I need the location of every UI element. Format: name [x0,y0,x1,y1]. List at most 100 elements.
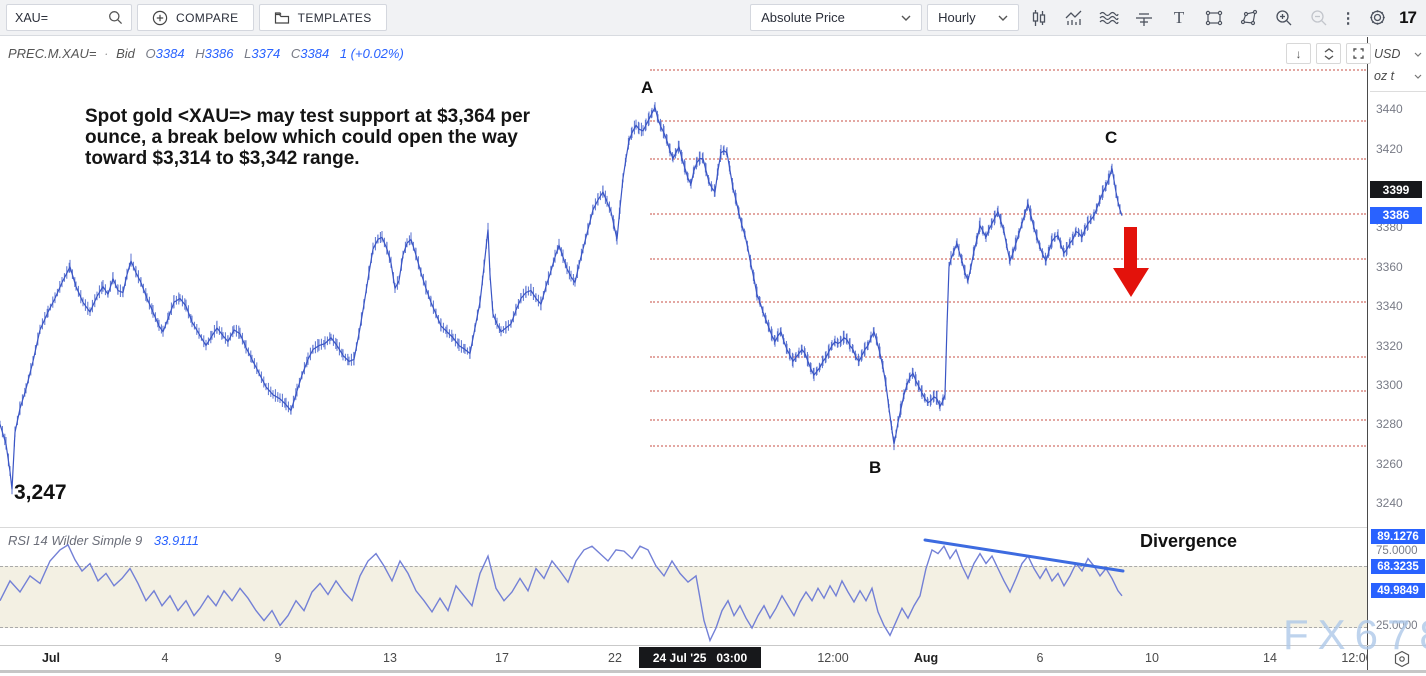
price-mode-select[interactable]: Absolute Price [750,4,923,31]
time-tick-label: 22 [608,651,622,665]
interval-select[interactable]: Hourly [927,4,1020,31]
price-tick-label: 3360 [1376,259,1403,274]
rsi-value-badge: 68.3235 [1371,559,1425,574]
divergence-label[interactable]: Divergence [1140,531,1238,551]
fib-level-line[interactable] [650,419,1366,422]
wave-label-c[interactable]: C [1105,128,1118,147]
compare-button-label: COMPARE [176,10,239,25]
waves-icon[interactable] [1094,4,1124,32]
price-tick-label: 3380 [1376,220,1403,235]
price-tick-label: 3420 [1376,141,1403,156]
rsi-value-badge: 49.9849 [1371,583,1425,598]
legend-close-label: C [290,46,301,61]
fib-level-line[interactable] [650,356,1366,359]
axis-separator [1370,91,1426,92]
folder-icon [274,11,289,24]
time-crosshair-badge: 24 Jul '25 03:00 [639,647,761,668]
compare-button[interactable]: COMPARE [137,4,254,31]
rsi-band [0,566,1367,628]
scroll-down-button[interactable]: ↓ [1286,43,1311,64]
top-toolbar: XAU= COMPARE TEMPLATES Absolute Price [0,0,1426,36]
time-axis-border [0,645,1426,646]
rsi-tick-label: 25.0000 [1376,620,1418,632]
fib-level-line[interactable] [650,157,1366,160]
chevron-down-icon [998,15,1008,21]
wave-label-a[interactable]: A [641,78,654,97]
time-axis[interactable]: Jul 4 9 13 17 22 12:00 Aug 6 10 14 12:00 [0,646,1367,670]
legend-high-label: H [195,46,205,61]
analysis-note-text[interactable]: Spot gold <XAU=> may test support at $3,… [85,106,531,169]
price-tick-label: 3440 [1376,102,1403,117]
fib-level-line[interactable] [650,301,1366,304]
currency-value: USD [1374,47,1401,61]
down-arrow-drawing[interactable] [1113,227,1149,297]
low-price-label[interactable]: 3,247 [14,481,67,504]
time-tick-label: 12:00 [817,651,849,665]
price-tick-label: 3340 [1376,299,1403,314]
currency-select[interactable]: USD [1374,47,1422,61]
time-tick-label: 17 [495,651,509,665]
price-tick-label: 3280 [1376,417,1403,432]
zoom-out-icon [1304,4,1334,32]
fib-level-line[interactable] [650,120,1366,123]
timezone-settings-icon[interactable] [1390,649,1414,669]
rsi-legend: RSI 14 Wilder Simple 9 33.9111 [8,533,199,548]
price-axis-border [1367,37,1368,670]
time-tick-label: 14 [1263,651,1277,665]
wave-label-b[interactable]: B [869,458,882,477]
legend-open-value: 3384 [155,46,185,61]
chevron-down-icon [1414,52,1422,57]
fib-level-line[interactable] [650,257,1366,260]
legend-low-label: L [244,46,252,61]
price-line-icon[interactable] [1129,4,1159,32]
pane-controls: ↓ [1286,43,1371,64]
collapse-pane-button[interactable] [1316,43,1341,64]
rectangle-tool-icon[interactable] [1199,4,1229,32]
rsi-legend-value: 33.9111 [153,533,199,548]
last-price-badge: 3386 [1370,206,1422,224]
candles-icon[interactable] [1024,4,1054,32]
rsi-tick-label: 75.0000 [1376,545,1418,557]
templates-button-label: TEMPLATES [297,10,372,25]
fib-level-line[interactable] [650,389,1366,392]
window-bottom-edge [0,670,1426,673]
legend-low-value: 3374 [251,46,281,61]
symbol-search-value: XAU= [15,10,49,25]
polygon-tool-icon[interactable] [1234,4,1264,32]
symbol-search-input[interactable]: XAU= [6,4,132,31]
rsi-legend-title: RSI 14 Wilder Simple 9 [8,533,143,548]
maximize-pane-button[interactable] [1346,43,1371,64]
text-tool-icon[interactable]: T [1173,7,1185,27]
chevron-down-icon [901,15,911,21]
unit-select[interactable]: oz t [1374,69,1422,83]
unit-value: oz t [1374,69,1395,83]
settings-gear-icon[interactable] [1362,4,1392,32]
legend-close-value: 3384 [300,46,330,61]
fx678-watermark: FX678 [1283,611,1426,658]
templates-button[interactable]: TEMPLATES [258,4,387,31]
fib-level-line[interactable] [650,212,1366,215]
price-tick-label: 3320 [1376,338,1403,353]
legend-kind: Bid [116,46,135,61]
legend-open-label: O [145,46,156,61]
price-tick-label: 3240 [1376,496,1403,511]
rsi-value-badge: 89.1276 [1371,529,1425,544]
indicators-icon[interactable] [1059,4,1089,32]
price-tick-label: 3300 [1376,377,1403,392]
tradingview-logo[interactable]: 17 [1399,7,1417,27]
time-tick-label: Aug [913,651,939,665]
pane-divider[interactable] [0,527,1367,528]
legend-dot: · [104,46,109,61]
zoom-in-icon[interactable] [1269,4,1299,32]
more-options-icon[interactable]: ⋮ [1340,9,1356,27]
fib-level-line[interactable] [650,69,1366,71]
time-tick-label: 6 [1036,651,1044,665]
fib-level-line[interactable] [650,445,1366,447]
time-tick-label: 4 [161,651,169,665]
series-legend: PREC.M.XAU= · Bid O3384 H3386 L3374 C338… [8,46,404,61]
legend-symbol: PREC.M.XAU= [8,46,97,61]
legend-change-value: 1 (+0.02%) [339,46,404,61]
prev-close-badge: 3399 [1370,181,1422,199]
time-tick-label: 10 [1145,651,1159,665]
